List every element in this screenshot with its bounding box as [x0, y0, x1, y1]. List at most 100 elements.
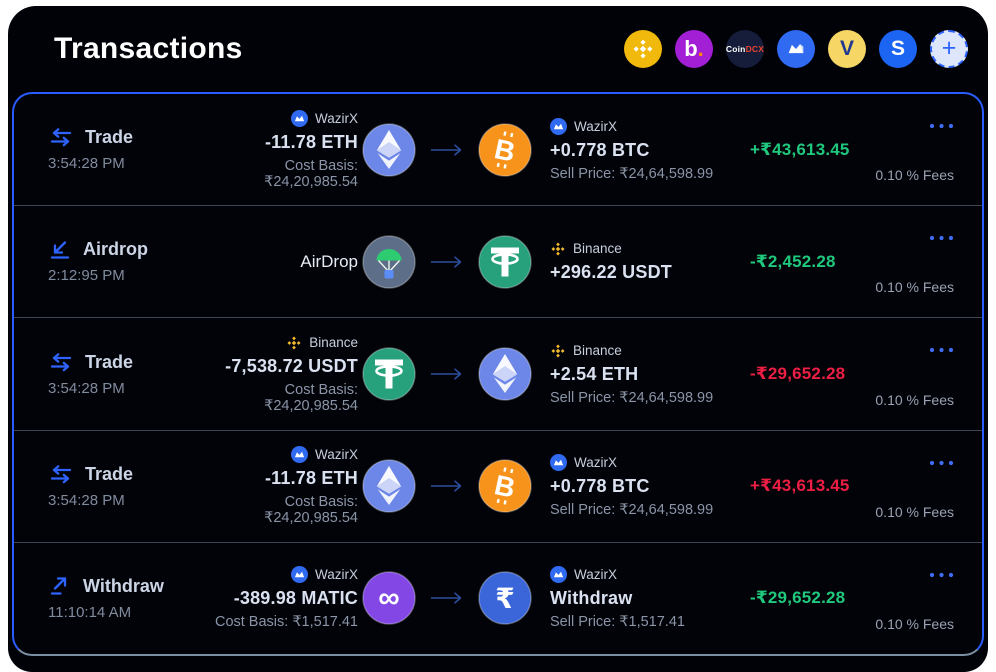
- swap-arrow-icon: [431, 255, 462, 268]
- wazirx-exchange-icon[interactable]: [777, 30, 815, 68]
- sent-exchange-badge: WazirX: [291, 109, 358, 127]
- sent-exchange-badge: Binance: [286, 335, 358, 351]
- trade-arrows-icon: [50, 128, 72, 147]
- transaction-time: 3:54:28 PM: [48, 379, 125, 397]
- wazirx-badge-icon: [550, 454, 567, 472]
- received-exchange-badge: WazirX: [550, 566, 617, 584]
- eth-coin-icon: [362, 459, 416, 513]
- transaction-row[interactable]: Withdraw 11:10:14 AM WazirX -389.98 MATIC…: [14, 541, 982, 654]
- sell-price: Sell Price: ₹24,64,598.99: [550, 389, 714, 406]
- coindcx-exchange-icon[interactable]: Coin DCX: [726, 30, 764, 68]
- fees-label: 0.10 % Fees: [875, 167, 954, 184]
- row-menu-dots-icon[interactable]: [929, 235, 954, 241]
- cost-basis: Cost Basis: ₹1,517.41: [214, 614, 358, 631]
- received-exchange-badge: WazirX: [550, 117, 617, 135]
- bitbns-dot: .: [697, 36, 704, 61]
- sent-amount: -11.78 ETH: [264, 131, 358, 152]
- cost-basis: Cost Basis: ₹24,20,985.54: [264, 494, 358, 527]
- bitbns-exchange-icon[interactable]: b.: [675, 30, 713, 68]
- svg-text:∞: ∞: [378, 582, 399, 615]
- bitbns-letter: b: [684, 36, 698, 61]
- sent-amount: -11.78 ETH: [264, 468, 358, 489]
- sent-exchange-name: Binance: [309, 335, 358, 350]
- pnl-value: +₹43,613.45: [750, 139, 850, 159]
- received-exchange-name: WazirX: [574, 118, 617, 134]
- v-exchange-icon[interactable]: V: [828, 30, 866, 68]
- wazirx-badge-icon: [550, 117, 567, 135]
- received-amount: Withdraw: [550, 588, 633, 609]
- add-exchange-button[interactable]: +: [930, 30, 968, 68]
- cost-basis: Cost Basis: ₹24,20,985.54: [264, 381, 358, 414]
- row-menu-dots-icon[interactable]: [929, 347, 954, 353]
- coin-swap: ∞ ₹: [358, 543, 536, 654]
- binance-badge-icon: [551, 343, 565, 358]
- received-amount: +0.778 BTC: [550, 476, 650, 497]
- pnl-value: +₹43,613.45: [750, 476, 850, 496]
- transaction-time: 3:54:28 PM: [48, 155, 125, 173]
- page-title: Transactions: [54, 32, 243, 65]
- sent-amount: -7,538.72 USDT: [225, 355, 358, 376]
- swap-arrow-icon: [431, 480, 462, 493]
- transactions-app-card: Transactions b. Coin DCX: [8, 6, 988, 672]
- sent-exchange-badge: WazirX: [291, 566, 358, 584]
- s-letter: S: [890, 37, 905, 60]
- transaction-time: 11:10:14 AM: [48, 603, 132, 621]
- coin-swap: [358, 206, 536, 317]
- row-menu-button[interactable]: [929, 453, 954, 471]
- received-exchange-badge: Binance: [550, 241, 622, 257]
- exchange-filter-row: b. Coin DCX V S +: [624, 30, 968, 68]
- row-menu-button[interactable]: [929, 116, 954, 134]
- received-amount: +0.778 BTC: [550, 139, 650, 160]
- cost-basis: Cost Basis: ₹24,20,985.54: [264, 157, 358, 190]
- transaction-row[interactable]: Airdrop 2:12:95 PM AirDrop Binance +296.2…: [14, 205, 982, 317]
- sell-price: Sell Price: ₹24,64,598.99: [550, 165, 714, 182]
- header: Transactions b. Coin DCX: [8, 6, 988, 92]
- received-amount: +296.22 USDT: [550, 261, 672, 282]
- received-exchange-badge: Binance: [550, 343, 622, 359]
- binance-badge-icon: [287, 335, 301, 350]
- binance-diamond-glyph: [633, 39, 653, 59]
- wazirx-badge-icon: [291, 566, 308, 584]
- binance-exchange-icon[interactable]: [624, 30, 662, 68]
- wazirx-badge-icon: [291, 109, 308, 127]
- sell-price: Sell Price: ₹24,64,598.99: [550, 502, 714, 519]
- trade-arrows-icon: [50, 352, 72, 371]
- swap-arrow-icon: [431, 368, 462, 380]
- coindcx-text-coin: Coin: [725, 44, 746, 54]
- transaction-time: 3:54:28 PM: [48, 491, 125, 509]
- row-menu-button[interactable]: [929, 340, 954, 358]
- receive-arrow-icon: [50, 241, 70, 259]
- pnl-value: -₹29,652.28: [750, 588, 846, 608]
- row-menu-dots-icon[interactable]: [929, 572, 954, 578]
- eth-coin-icon: [478, 347, 532, 401]
- fees-label: 0.10 % Fees: [875, 391, 954, 408]
- transaction-row[interactable]: Trade 3:54:28 PM Binance -7,538.72 USDT Co…: [14, 317, 982, 429]
- row-menu-button[interactable]: [929, 228, 954, 246]
- wazirx-crown-glyph: [788, 43, 804, 54]
- transaction-type-label: Trade: [85, 127, 134, 148]
- received-exchange-badge: WazirX: [550, 454, 617, 472]
- wazirx-badge-icon: [291, 446, 308, 464]
- row-menu-dots-icon[interactable]: [929, 123, 954, 129]
- transaction-time: 2:12:95 PM: [48, 267, 125, 285]
- row-menu-button[interactable]: [929, 565, 954, 583]
- transaction-type-label: Trade: [85, 351, 134, 372]
- svg-text:₹: ₹: [495, 583, 514, 614]
- transaction-row[interactable]: Trade 3:54:28 PM WazirX -11.78 ETH Cost Ba…: [14, 429, 982, 542]
- coin-swap: B: [358, 94, 536, 205]
- sent-exchange-name: WazirX: [315, 567, 358, 583]
- airdrop-coin-icon: [362, 235, 416, 289]
- transaction-row[interactable]: Trade 3:54:28 PM WazirX -11.78 ETH Cost Ba…: [14, 94, 982, 205]
- btc-coin-icon: B: [478, 122, 532, 177]
- s-exchange-icon[interactable]: S: [879, 30, 917, 68]
- matic-coin-icon: ∞: [362, 571, 416, 626]
- pnl-value: -₹2,452.28: [750, 251, 836, 271]
- swap-arrow-icon: [431, 592, 462, 605]
- btc-coin-icon: B: [478, 459, 532, 513]
- row-menu-dots-icon[interactable]: [929, 460, 954, 466]
- received-amount: +2.54 ETH: [550, 363, 639, 384]
- received-exchange-name: WazirX: [574, 455, 617, 471]
- sent-exchange-name: WazirX: [315, 110, 358, 126]
- coin-swap: B: [358, 431, 536, 542]
- fees-label: 0.10 % Fees: [875, 503, 954, 520]
